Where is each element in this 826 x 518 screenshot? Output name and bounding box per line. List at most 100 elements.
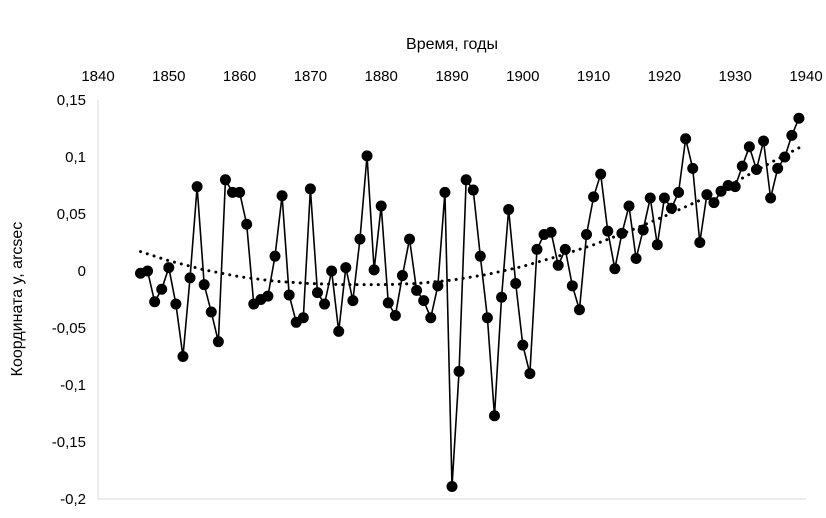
x-tick-labels: 1840 1850 1860 1870 1880 1890 1900 1910 1920 1930… (81, 68, 822, 85)
data-point (779, 151, 791, 163)
data-point (609, 263, 621, 275)
data-point (793, 112, 805, 124)
y-tick-label: 0 (78, 263, 86, 280)
y-tick-label: 0,05 (57, 206, 86, 223)
data-point (149, 296, 161, 308)
data-point (545, 226, 557, 238)
data-point (418, 295, 430, 307)
series-line (140, 117, 800, 487)
data-point (191, 181, 203, 193)
data-point (304, 183, 316, 195)
data-point (375, 200, 387, 212)
data-point (665, 202, 677, 214)
trendline-path (138, 146, 801, 287)
data-point (708, 197, 720, 209)
data-series (134, 112, 805, 492)
data-point (212, 336, 224, 348)
x-tick-label: 1840 (81, 68, 114, 85)
data-point (439, 186, 451, 198)
y-tick-label: 0,1 (65, 149, 86, 166)
data-point (170, 298, 182, 310)
trendline (138, 146, 801, 287)
data-point (510, 278, 522, 290)
data-point (276, 190, 288, 202)
data-point (743, 141, 755, 153)
data-point (559, 243, 571, 255)
x-tick-label: 1870 (294, 68, 327, 85)
data-point (531, 243, 543, 255)
data-point (326, 265, 338, 277)
data-point (602, 225, 614, 237)
data-point (361, 150, 373, 162)
data-point (425, 312, 437, 324)
data-point (368, 264, 380, 276)
data-point (588, 191, 600, 203)
data-point (729, 181, 741, 193)
data-point (503, 203, 515, 215)
data-point (467, 184, 479, 196)
x-tick-label: 1880 (365, 68, 398, 85)
data-point (205, 306, 217, 318)
data-point (481, 312, 493, 324)
y-tick-label: -0,1 (60, 377, 86, 394)
y-tick-labels: 0,15 0,1 0,05 0 -0,05 -0,1 -0,15 -0,2 (52, 92, 86, 508)
data-point (446, 480, 458, 492)
data-point (524, 368, 536, 380)
data-point (404, 233, 416, 245)
data-point (644, 192, 656, 204)
data-point (319, 298, 331, 310)
data-point (772, 162, 784, 174)
data-point (680, 133, 692, 145)
y-tick-label: -0,15 (52, 434, 86, 451)
data-point (432, 280, 444, 292)
data-point (453, 365, 465, 377)
data-point (411, 284, 423, 296)
data-point (297, 312, 309, 324)
x-tick-label: 1940 (789, 68, 822, 85)
data-point (595, 168, 607, 180)
data-point (142, 265, 154, 277)
data-point (184, 272, 196, 284)
data-point (269, 250, 281, 262)
data-point (581, 229, 593, 241)
data-point (354, 233, 366, 245)
data-point (333, 325, 345, 337)
data-point (687, 162, 699, 174)
data-point (701, 189, 713, 201)
data-point (389, 309, 401, 321)
data-point (651, 239, 663, 251)
data-point (340, 262, 352, 274)
y-tick-label: 0,15 (57, 92, 86, 109)
data-point (219, 174, 231, 186)
x-tick-label: 1930 (719, 68, 752, 85)
data-point (347, 295, 359, 307)
data-point (382, 297, 394, 309)
x-tick-label: 1860 (223, 68, 256, 85)
data-point (750, 164, 762, 176)
data-point (460, 174, 472, 186)
data-point (694, 237, 706, 248)
data-point (262, 290, 274, 302)
data-point (765, 192, 777, 204)
data-point (156, 283, 168, 295)
data-point (566, 280, 578, 292)
x-axis-title: Время, годы (406, 36, 498, 53)
data-point (673, 186, 685, 198)
data-point (177, 351, 189, 362)
data-point (517, 339, 529, 351)
data-point (758, 135, 770, 147)
x-tick-label: 1850 (152, 68, 185, 85)
data-point (552, 259, 564, 271)
x-tick-label: 1910 (577, 68, 610, 85)
data-point (496, 291, 508, 303)
y-tick-label: -0,2 (60, 491, 86, 508)
data-point (474, 250, 486, 262)
data-point (658, 192, 670, 204)
x-tick-label: 1900 (506, 68, 539, 85)
data-point (573, 304, 585, 316)
data-point (488, 410, 500, 422)
data-point (630, 252, 642, 264)
data-point (623, 200, 635, 212)
data-point (241, 218, 253, 230)
